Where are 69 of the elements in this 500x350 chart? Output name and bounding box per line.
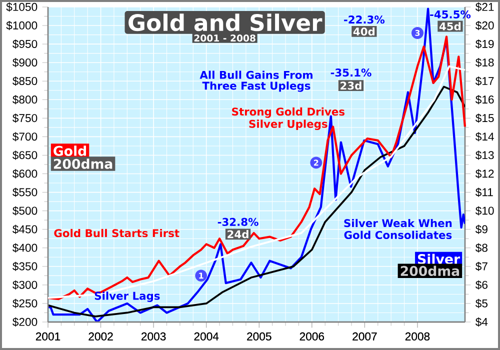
annotation: Gold Bull Starts First [54, 228, 180, 238]
y-tick-label: $700 [12, 132, 38, 142]
y-tick-label: $400 [12, 243, 38, 252]
y-tick-label: $650 [12, 150, 38, 160]
y-tick-label: $500 [12, 206, 38, 216]
y2-tick-label: $21 [476, 2, 494, 12]
y2-tick-label: $13 [476, 150, 494, 160]
x-tick-label: 2008 [405, 332, 430, 340]
x-tick-label: 2005 [247, 332, 272, 340]
annotation: 23d [340, 81, 362, 90]
x-tick-label: 2003 [142, 332, 166, 340]
text: Gold [54, 146, 86, 156]
y-tick-label: $550 [12, 188, 38, 197]
x-tick-label: 2002 [88, 332, 113, 340]
x-tick-label: 2004 [194, 332, 219, 340]
annotation: -35.1% [330, 68, 372, 77]
y-tick-label: $200 [12, 317, 38, 327]
y2-tick-label: $8 [476, 243, 488, 252]
annotation: 24d [228, 230, 248, 238]
y-tick-label: $900 [12, 58, 38, 68]
chart-title: Gold and Silver [128, 14, 322, 32]
annotation: Three Fast Uplegs [202, 81, 310, 92]
y2-tick-label: $15 [476, 114, 494, 123]
annotation: 2 [314, 160, 318, 166]
y2-tick-label: $10 [476, 206, 494, 216]
y2-tick-label: $11 [476, 188, 493, 197]
annotation: 40d [353, 27, 375, 36]
annotation: Gold Consolidates [344, 230, 452, 240]
y-tick-label: $950 [12, 39, 38, 49]
y-tick-label: $750 [12, 114, 38, 123]
y2-tick-label: $9 [476, 224, 488, 234]
text: 200dma [54, 158, 112, 169]
y-tick-label: $850 [12, 76, 38, 86]
y-tick-label: $450 [12, 224, 38, 234]
y2-tick-label: $17 [476, 76, 494, 86]
y2-tick-label: $16 [476, 95, 494, 104]
series-label: Silver [418, 254, 460, 264]
y2-tick-label: $5 [476, 298, 488, 308]
annotation: Silver Lags [94, 292, 160, 302]
y2-tick-label: $4 [476, 317, 488, 327]
y2-tick-label: $18 [476, 58, 494, 68]
y2-tick-label: $6 [476, 280, 488, 290]
annotation: 3 [415, 30, 420, 36]
text: 2001 - 2008 [194, 34, 256, 42]
annotation: -32.8% [218, 218, 258, 226]
annotation: Silver Uplegs [249, 120, 328, 130]
y-tick-label: $1050 [6, 2, 38, 12]
y-tick-label: $300 [12, 280, 38, 290]
y2-tick-label: $7 [476, 262, 488, 272]
annotation: All Bull Gains From [200, 70, 312, 79]
x-tick-label: 2001 [36, 332, 60, 340]
x-tick-label: 2007 [352, 332, 377, 340]
y2-tick-label: $12 [476, 169, 494, 178]
annotation: Strong Gold Drives [232, 107, 345, 118]
y-tick-label: $250 [12, 298, 38, 308]
text: 200dma [400, 266, 460, 276]
annotation: 1 [199, 272, 204, 279]
x-tick-label: 2006 [300, 332, 324, 340]
y-tick-label: $350 [12, 262, 38, 272]
annotation: -22.3% [344, 16, 385, 24]
annotation: 45d [439, 22, 461, 30]
annotation: Silver Weak When [344, 218, 452, 228]
y-tick-label: $800 [12, 95, 38, 104]
y2-tick-label: $14 [476, 132, 494, 142]
annotation: -45.5% [430, 10, 471, 18]
y-tick-label: $1000 [6, 20, 38, 30]
y-tick-label: $600 [12, 169, 38, 178]
y2-tick-label: $20 [476, 20, 494, 30]
y2-tick-label: $19 [476, 39, 494, 49]
